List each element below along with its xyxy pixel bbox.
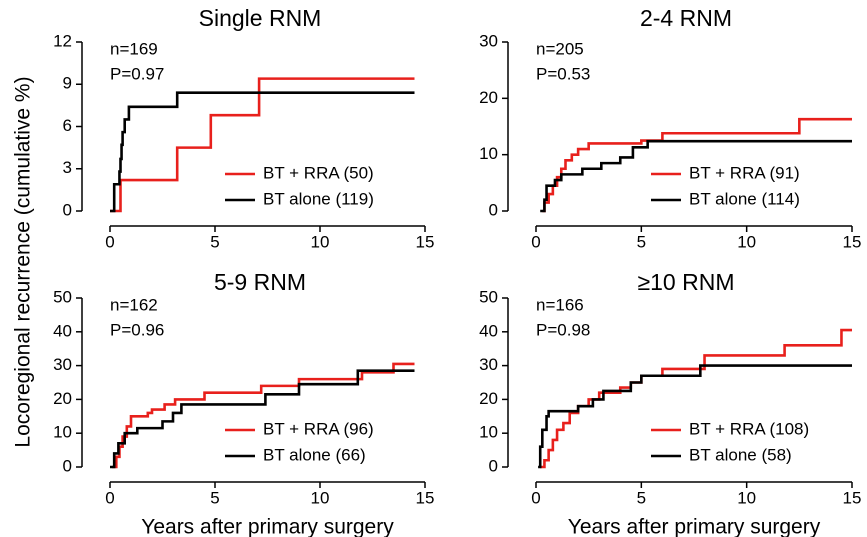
legend-label: BT alone (58) [689, 445, 792, 464]
y-tick-label: 40 [479, 321, 498, 340]
y-tick-label: 0 [489, 200, 498, 219]
y-tick-label: 12 [53, 31, 72, 50]
x-tick-label: 0 [531, 232, 540, 251]
legend-label: BT alone (66) [263, 445, 366, 464]
series-line [110, 91, 415, 213]
legend-label: BT + RRA (96) [263, 419, 374, 438]
x-tick-label: 0 [105, 488, 114, 507]
y-tick-label: 30 [53, 355, 72, 374]
y-tick-label: 30 [479, 31, 498, 50]
x-tick-label: 0 [531, 488, 540, 507]
x-tick-label: 10 [311, 488, 330, 507]
legend-label: BT alone (114) [689, 189, 800, 208]
y-tick-label: 50 [53, 287, 72, 306]
annotation: P=0.97 [110, 64, 164, 83]
x-axis-label: Years after primary surgery [568, 516, 821, 537]
x-tick-label: 5 [637, 488, 646, 507]
series-line [110, 77, 415, 213]
y-tick-label: 40 [53, 321, 72, 340]
panel-title: 5-9 RNM [214, 269, 306, 295]
legend-label: BT alone (119) [263, 189, 374, 208]
y-tick-label: 20 [53, 389, 72, 408]
annotation: n=162 [110, 295, 158, 314]
y-tick-label: 10 [479, 423, 498, 442]
legend-label: BT + RRA (108) [689, 419, 809, 438]
annotation: n=205 [536, 39, 584, 58]
y-tick-label: 10 [53, 423, 72, 442]
x-tick-label: 5 [210, 232, 219, 251]
y-tick-label: 0 [63, 456, 72, 475]
x-tick-label: 15 [843, 488, 862, 507]
y-tick-label: 0 [489, 456, 498, 475]
x-tick-label: 5 [210, 488, 219, 507]
y-tick-label: 10 [479, 144, 498, 163]
series-line [112, 362, 415, 469]
series-line [540, 139, 852, 213]
legend-label: BT + RRA (50) [263, 163, 374, 182]
x-tick-label: 10 [311, 232, 330, 251]
y-tick-label: 6 [63, 116, 72, 135]
x-tick-label: 10 [737, 232, 756, 251]
y-tick-label: 20 [479, 389, 498, 408]
annotation: n=166 [536, 295, 584, 314]
series-line [110, 369, 415, 469]
y-axis-label: Locoregional recurrence (cumulative %) [12, 76, 35, 447]
x-tick-label: 10 [737, 488, 756, 507]
x-tick-label: 15 [416, 232, 435, 251]
y-tick-label: 20 [479, 88, 498, 107]
x-tick-label: 0 [105, 232, 114, 251]
legend-label: BT + RRA (91) [689, 163, 800, 182]
panel-title: Single RNM [199, 5, 322, 31]
annotation: P=0.98 [536, 320, 590, 339]
panel-title: ≥10 RNM [638, 269, 735, 295]
annotation: P=0.53 [536, 64, 590, 83]
annotation: P=0.96 [110, 320, 164, 339]
y-tick-label: 30 [479, 355, 498, 374]
annotation: n=169 [110, 39, 158, 58]
y-tick-label: 50 [479, 287, 498, 306]
x-tick-label: 5 [637, 232, 646, 251]
y-tick-label: 0 [63, 200, 72, 219]
y-tick-label: 9 [63, 74, 72, 93]
series-line [538, 364, 852, 469]
panel-title: 2-4 RNM [640, 5, 732, 31]
x-axis-label: Years after primary surgery [141, 516, 394, 537]
x-tick-label: 15 [843, 232, 862, 251]
x-tick-label: 15 [416, 488, 435, 507]
y-tick-label: 3 [63, 158, 72, 177]
